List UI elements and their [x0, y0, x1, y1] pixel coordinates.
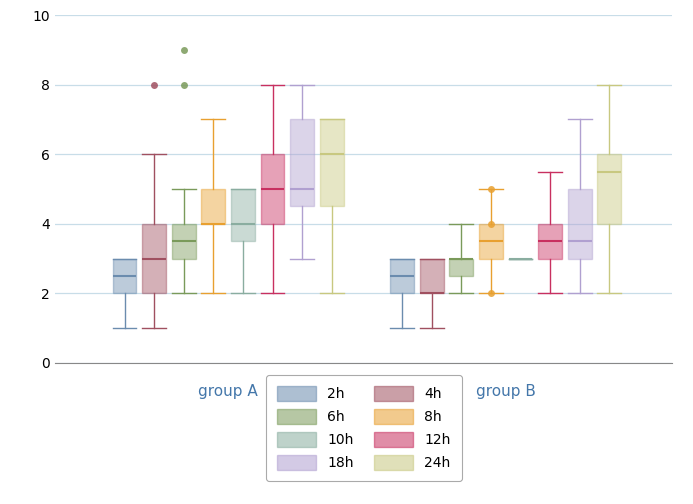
Bar [290, 119, 314, 207]
Legend: 2h, 6h, 10h, 18h, 4h, 8h, 12h, 24h: 2h, 6h, 10h, 18h, 4h, 8h, 12h, 24h [266, 375, 462, 481]
Bar [568, 189, 592, 259]
Bar [597, 154, 621, 224]
Bar [320, 119, 344, 207]
Text: group B: group B [476, 384, 536, 399]
Bar [538, 224, 562, 259]
Bar [479, 224, 502, 259]
Bar [261, 154, 284, 224]
Bar [450, 259, 473, 276]
Bar [142, 224, 166, 293]
Bar [231, 189, 255, 241]
Bar [420, 259, 444, 293]
Bar [202, 189, 225, 224]
Text: group A: group A [198, 384, 258, 399]
Bar [390, 259, 414, 293]
Bar [172, 224, 195, 259]
Bar [113, 259, 137, 293]
